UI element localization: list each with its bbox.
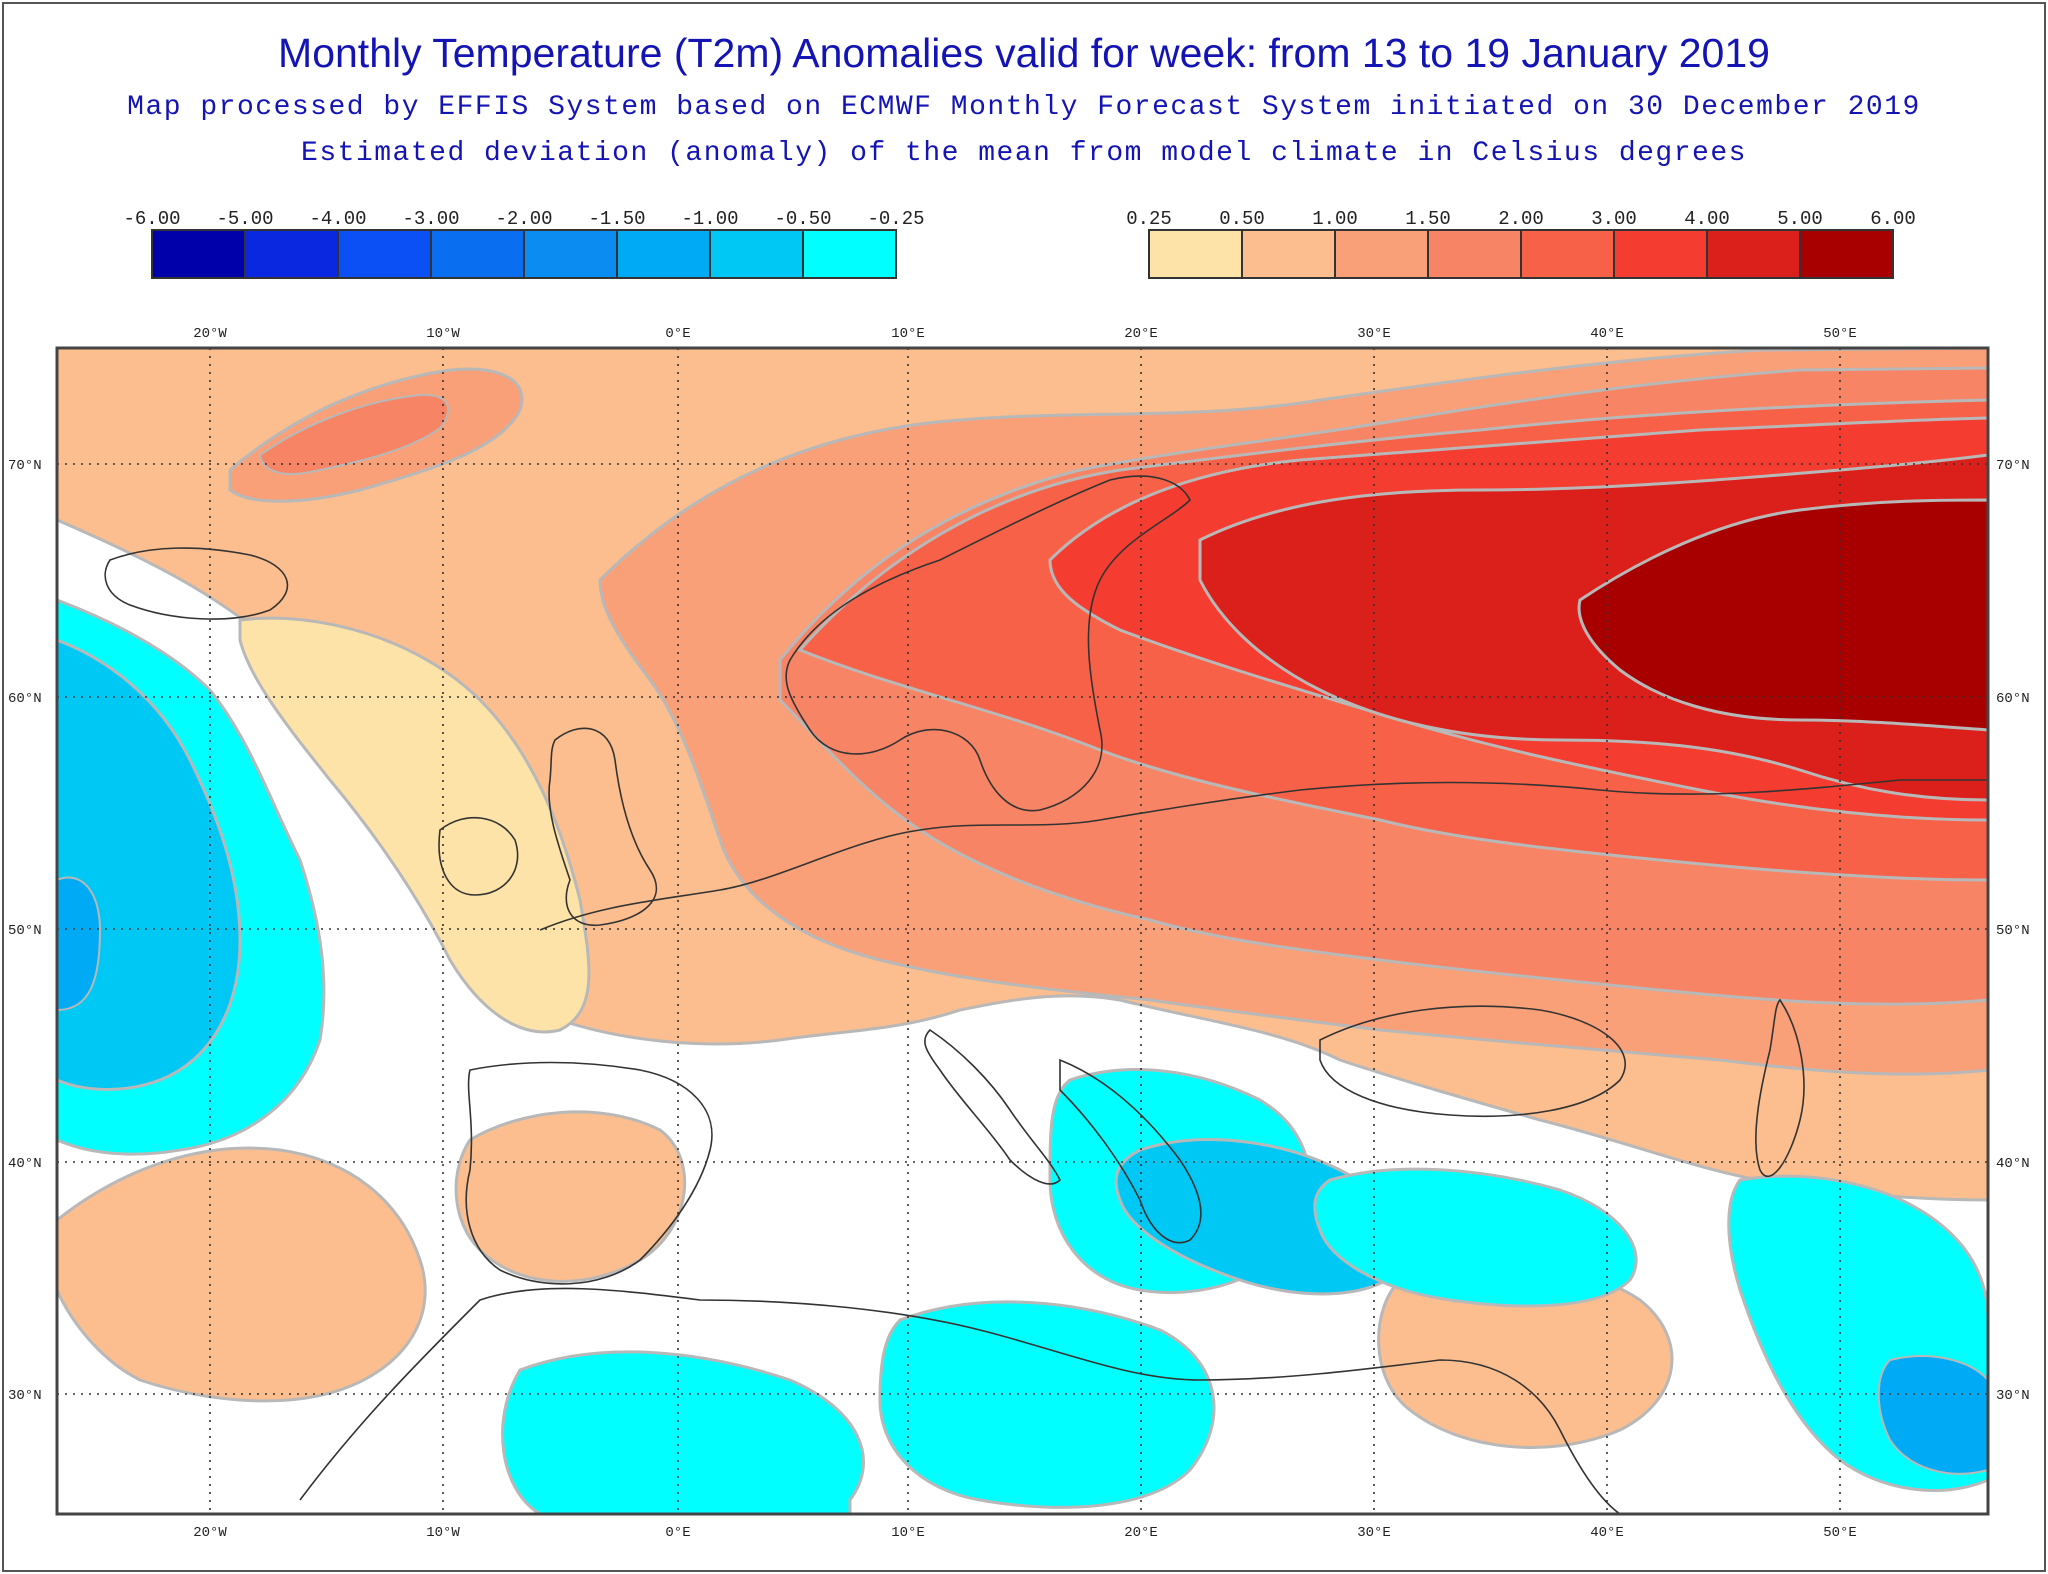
coastline-continent — [539, 779, 1988, 931]
latitude-label-left: 60°N — [8, 691, 42, 707]
cold-legend-swatch-0 — [151, 229, 246, 279]
cool-libya-region — [878, 1300, 1216, 1509]
cold-legend-swatch-4 — [523, 229, 618, 279]
warm-legend-label-4: 2.00 — [1498, 208, 1544, 230]
coastline-north-africa — [299, 1287, 1621, 1514]
cold-legend-label-8: -0.25 — [867, 208, 924, 230]
map-subtitle-units: Estimated deviation (anomaly) of the mea… — [301, 138, 1747, 169]
cold-anomaly-legend: -6.00 -5.00 -4.00 -3.00 -2.00 -1.50 -1.00 -0.50… — [123, 208, 925, 279]
moderate-cool-atlantic-region — [57, 638, 242, 1091]
warm-anomaly-legend: 0.25 0.50 1.00 1.50 2.00 3.00 4.00 5.00 6.00 — [1126, 208, 1916, 279]
longitude-label-bottom: 20°W — [193, 1525, 227, 1541]
cold-legend-swatch-7 — [802, 229, 897, 279]
cold-legend-swatch-5 — [616, 229, 711, 279]
longitude-label-top: 10°W — [426, 326, 460, 342]
coastlines — [104, 475, 1988, 1514]
cold-legend-swatch-6 — [709, 229, 804, 279]
latitude-label-left: 70°N — [8, 458, 42, 474]
weak-warm-patch-atlantic — [57, 1146, 427, 1403]
longitude-label-bottom: 40°E — [1590, 1525, 1624, 1541]
longitude-label-top: 40°E — [1590, 326, 1624, 342]
warm-north-atlantic-core — [258, 393, 450, 476]
longitude-label-top: 10°E — [891, 326, 925, 342]
weak-warm-patch-iberia — [454, 1110, 687, 1283]
cold-legend-label-5: -1.50 — [588, 208, 645, 230]
cold-legend-swatch-3 — [430, 229, 525, 279]
warm-legend-swatch-0 — [1148, 229, 1243, 279]
latitude-label-right: 50°N — [1996, 923, 2030, 939]
cold-legend-label-6: -1.00 — [681, 208, 738, 230]
coastline-black-sea — [1319, 1005, 1626, 1118]
cold-legend-label-3: -3.00 — [402, 208, 459, 230]
warm-legend-swatch-3 — [1427, 229, 1522, 279]
longitude-label-bottom: 10°E — [891, 1525, 925, 1541]
coastline-italy — [924, 1028, 1061, 1185]
strong-cool-atlantic-region — [57, 876, 102, 1012]
map-border — [55, 346, 1990, 1516]
warm-legend-label-1: 0.50 — [1219, 208, 1265, 230]
coastline-scandinavia — [785, 475, 1191, 812]
warm-legend-swatch-6 — [1706, 229, 1801, 279]
latitude-label-right: 40°N — [1996, 1156, 2030, 1172]
coastline-caspian — [1755, 998, 1805, 1178]
coastline-great-britain — [548, 727, 657, 926]
longitude-label-bottom: 0°E — [665, 1525, 690, 1541]
graticule — [57, 348, 1988, 1514]
coastline-iberia — [465, 1061, 713, 1285]
anomaly-map: 20°W 10°W 0°E 10°E 20°E 30°E 40°E 50°E 20°W 10°W… — [8, 326, 2030, 1541]
warm-legend-swatch-7 — [1799, 229, 1894, 279]
longitude-label-bottom: 50°E — [1823, 1525, 1857, 1541]
cold-legend-swatch-1 — [244, 229, 339, 279]
latitude-label-right: 70°N — [1996, 458, 2030, 474]
moderate-cool-arabia-region — [1877, 1355, 1988, 1475]
warm-legend-label-7: 5.00 — [1777, 208, 1823, 230]
coastline-iceland — [104, 547, 289, 620]
weak-warm-west-europe — [238, 616, 591, 1034]
latitude-label-left: 40°N — [8, 1156, 42, 1172]
cold-legend-label-4: -2.00 — [495, 208, 552, 230]
map-title: Monthly Temperature (T2m) Anomalies vali… — [278, 30, 1770, 76]
warm-legend-swatch-4 — [1520, 229, 1615, 279]
coastline-balkans — [1059, 1058, 1202, 1244]
map-subtitle-source: Map processed by EFFIS System based on E… — [127, 92, 1921, 123]
cold-legend-label-0: -6.00 — [123, 208, 180, 230]
longitude-label-top: 30°E — [1357, 326, 1391, 342]
cool-east-mediterranean-region — [1313, 1167, 1638, 1308]
longitude-label-top: 20°E — [1124, 326, 1158, 342]
warm-legend-label-2: 1.00 — [1312, 208, 1358, 230]
latitude-label-left: 50°N — [8, 923, 42, 939]
longitude-label-bottom: 10°W — [426, 1525, 460, 1541]
warm-legend-label-6: 4.00 — [1684, 208, 1730, 230]
longitude-label-top: 20°W — [193, 326, 227, 342]
anomaly-fields — [57, 348, 1988, 1514]
cold-legend-label-2: -4.00 — [309, 208, 366, 230]
warm-legend-swatch-1 — [1241, 229, 1336, 279]
latitude-label-right: 30°N — [1996, 1388, 2030, 1404]
warm-legend-label-0: 0.25 — [1126, 208, 1172, 230]
warm-legend-swatch-2 — [1334, 229, 1429, 279]
cold-legend-label-1: -5.00 — [216, 208, 273, 230]
warm-5-6-region — [1577, 498, 1988, 732]
latitude-label-left: 30°N — [8, 1388, 42, 1404]
longitude-label-bottom: 30°E — [1357, 1525, 1391, 1541]
longitude-label-top: 0°E — [665, 326, 690, 342]
cold-legend-swatch-2 — [337, 229, 432, 279]
cold-legend-label-7: -0.50 — [774, 208, 831, 230]
warm-legend-label-5: 3.00 — [1591, 208, 1637, 230]
warm-legend-label-3: 1.50 — [1405, 208, 1451, 230]
latitude-label-right: 60°N — [1996, 691, 2030, 707]
longitude-label-top: 50°E — [1823, 326, 1857, 342]
cool-north-africa-region — [501, 1350, 865, 1514]
coastline-ireland — [438, 816, 519, 896]
longitude-label-bottom: 20°E — [1124, 1525, 1158, 1541]
warm-legend-label-8: 6.00 — [1870, 208, 1916, 230]
warm-legend-swatch-5 — [1613, 229, 1708, 279]
